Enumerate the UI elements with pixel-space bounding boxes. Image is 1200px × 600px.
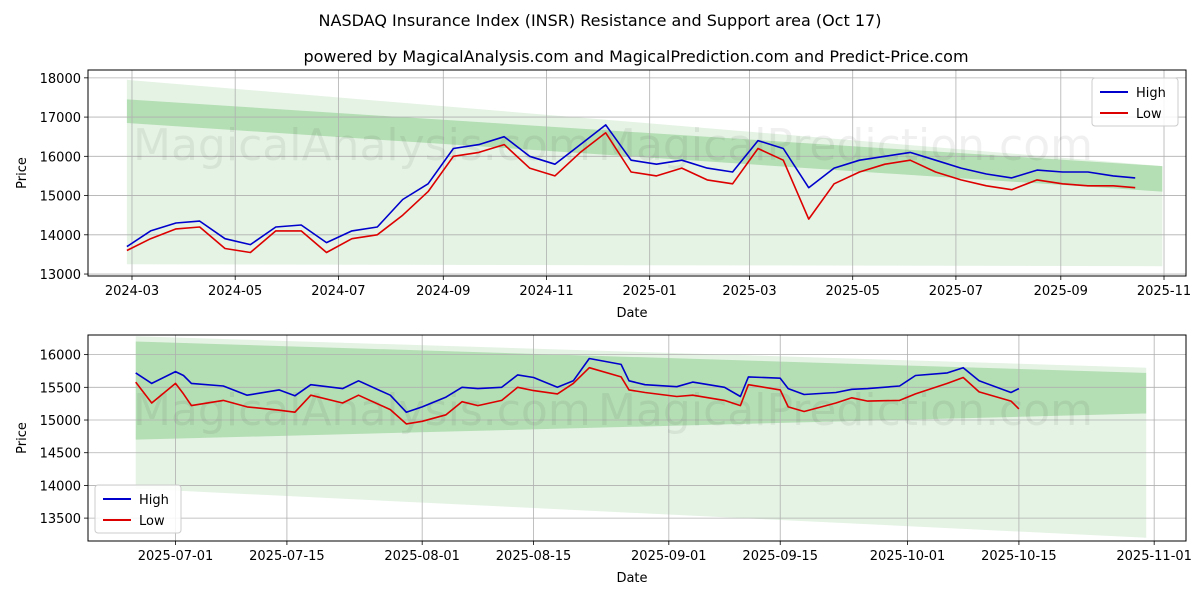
y-tick-label: 18000	[40, 72, 81, 87]
x-tick-label: 2025-11-01	[1116, 549, 1192, 564]
legend-label-high: High	[1136, 86, 1166, 101]
legend-label-low: Low	[1136, 107, 1162, 122]
watermark-right: MagicalPrediction.com	[598, 120, 1093, 171]
x-tick-label: 2025-08-01	[384, 549, 460, 564]
y-tick-label: 15000	[40, 190, 81, 205]
legend: High Low	[1091, 77, 1179, 127]
x-tick-label: 2025-08-15	[496, 549, 572, 564]
x-tick-label: 2025-07	[929, 284, 983, 299]
y-tick-label: 13500	[40, 512, 81, 527]
plot-frame	[87, 69, 1187, 277]
y-tick-label: 16000	[40, 150, 81, 165]
high-series-line	[135, 357, 1020, 413]
chart-subtitle: powered by MagicalAnalysis.com and Magic…	[303, 47, 968, 66]
x-tick-label: 2024-09	[416, 284, 470, 299]
low-series-line	[126, 132, 1136, 254]
high-series-line	[126, 124, 1136, 248]
x-tick-label: 2025-10-15	[981, 549, 1057, 564]
x-tick-label: 2024-03	[105, 284, 159, 299]
x-tick-label: 2025-09-15	[742, 549, 818, 564]
band-inner	[135, 341, 1147, 440]
y-tick-label: 16000	[40, 349, 81, 364]
y-tick-label: 17000	[40, 111, 81, 126]
watermark-right: MagicalPrediction.com	[598, 385, 1093, 436]
legend-label-low: Low	[139, 514, 165, 529]
x-tick-label: 2025-11	[1137, 284, 1191, 299]
legend-label-high: High	[139, 493, 169, 508]
x-tick-label: 2024-11	[519, 284, 573, 299]
x-tick-label: 2024-07	[311, 284, 365, 299]
band-inner	[126, 99, 1163, 192]
low-series-line	[135, 366, 1020, 425]
y-tick-label: 14000	[40, 229, 81, 244]
x-tick-label: 2025-10-01	[870, 549, 946, 564]
y-axis-label: Price	[15, 422, 30, 454]
y-tick-label: 13000	[40, 268, 81, 283]
x-axis-label: Date	[616, 571, 647, 586]
x-tick-label: 2025-09-01	[631, 549, 707, 564]
watermark-left: MagicalAnalysis.com	[133, 120, 591, 171]
plot-frame	[87, 334, 1187, 542]
y-tick-label: 14000	[40, 479, 81, 494]
chart-title: NASDAQ Insurance Index (INSR) Resistance…	[319, 11, 882, 30]
y-tick-label: 15500	[40, 381, 81, 396]
x-tick-label: 2025-01	[623, 284, 677, 299]
x-tick-label: 2025-07-15	[249, 549, 325, 564]
x-tick-label: 2025-07-01	[138, 549, 214, 564]
top-chart-panel: 2024-03 2024-05 2024-07 2024-09 2024-11 2025-…	[15, 69, 1191, 321]
band-outer	[126, 79, 1163, 267]
y-tick-label: 15000	[40, 414, 81, 429]
x-axis-label: Date	[616, 306, 647, 321]
x-tick-label: 2025-03	[722, 284, 776, 299]
y-axis-label: Price	[15, 157, 30, 189]
x-tick-label: 2025-09	[1034, 284, 1088, 299]
legend: High Low	[94, 484, 182, 534]
watermark-left: MagicalAnalysis.com	[133, 385, 591, 436]
y-tick-label: 14500	[40, 447, 81, 462]
x-tick-label: 2025-05	[826, 284, 880, 299]
bottom-chart-panel: 2025-07-01 2025-07-15 2025-08-01 2025-08-15…	[15, 334, 1192, 586]
x-tick-label: 2024-05	[208, 284, 262, 299]
